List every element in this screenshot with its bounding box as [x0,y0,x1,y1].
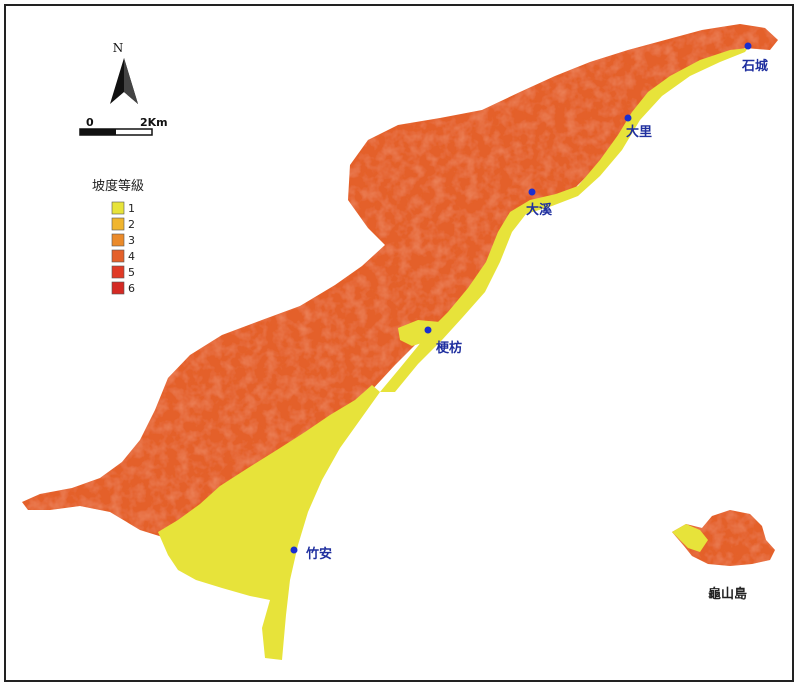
legend-label-1: 1 [128,202,135,215]
place-label-shicheng: 石城 [741,58,768,74]
legend-swatch-4 [111,249,125,263]
mountain-terrain [22,24,778,540]
legend-label-4: 4 [128,250,135,263]
legend-label-2: 2 [128,218,135,231]
legend-swatch-2 [111,217,125,231]
place-zhuan: 竹安 [290,546,332,562]
guishan-island-lowland [672,524,708,552]
scale-start-label: 0 [86,116,94,129]
legend-label-5: 5 [128,266,135,279]
place-label-gengfang: 梗枋 [436,340,462,356]
place-markers: 石城 大里 大溪 梗枋 竹安 龜山島 [290,42,768,602]
place-dali: 大里 [624,114,652,140]
legend-label-3: 3 [128,234,135,247]
guishan-island [672,510,775,566]
place-daxi: 大溪 [526,188,553,218]
place-label-zhuan: 竹安 [305,546,332,562]
place-label-dali: 大里 [626,124,652,140]
coastal-plain [158,385,380,660]
gengfang-valley [398,320,440,346]
place-label-daxi: 大溪 [526,202,553,218]
north-label: N [113,41,124,55]
legend-swatch-5 [111,265,125,279]
legend-swatch-6 [111,281,125,295]
legend-label-6: 6 [128,282,135,295]
scale-end-label: 2Km [140,116,168,129]
legend-title: 坡度等級 [92,178,144,194]
place-guishan-island: 龜山島 [708,586,747,602]
legend-swatch-1 [111,201,125,215]
place-label-guishan-island: 龜山島 [708,586,747,602]
coastal-strip [380,48,748,392]
legend-swatch-3 [111,233,125,247]
place-shicheng: 石城 [741,42,768,74]
slope-legend: 坡度等級 1 2 3 4 5 6 [92,178,144,295]
place-gengfang: 梗枋 [424,326,462,356]
north-arrow: N [110,41,138,104]
scale-bar: 0 2Km [79,116,168,136]
